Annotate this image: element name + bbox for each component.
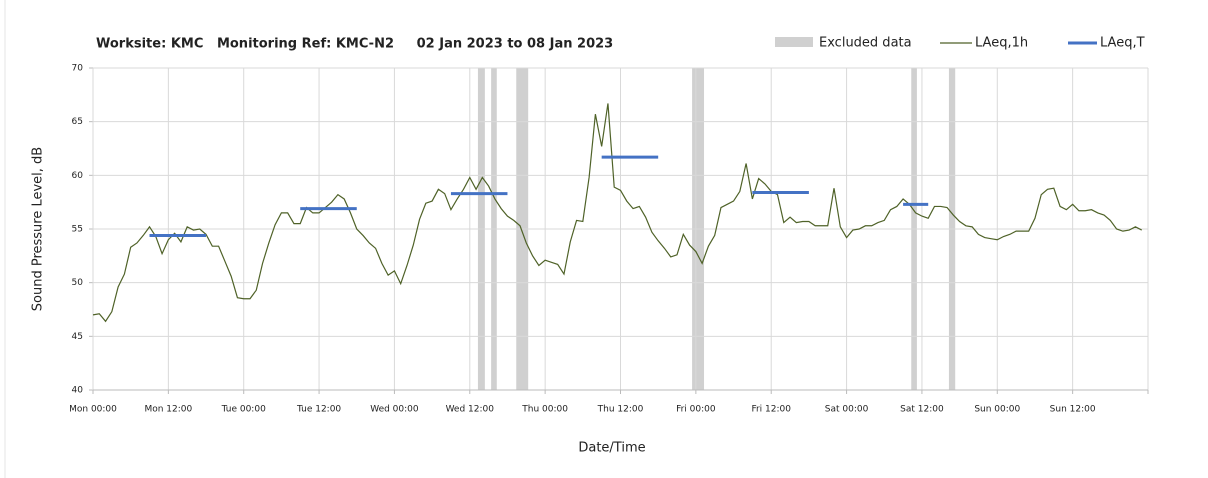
- chart-title: Worksite: KMC Monitoring Ref: KMC-N2 02 …: [96, 37, 613, 52]
- x-tick-label: Thu 12:00: [597, 405, 644, 415]
- x-tick-label: Sat 00:00: [825, 405, 869, 415]
- legend-swatch: [775, 37, 813, 47]
- legend-label: LAeq,T: [1100, 36, 1145, 51]
- x-tick-label: Wed 12:00: [446, 405, 495, 415]
- y-tick-label: 65: [72, 117, 83, 127]
- x-tick-label: Fri 12:00: [751, 405, 791, 415]
- y-tick-label: 55: [72, 225, 83, 235]
- y-tick-label: 50: [72, 278, 84, 288]
- y-tick-label: 45: [72, 332, 83, 342]
- y-tick-label: 60: [72, 171, 84, 181]
- y-tick-label: 40: [72, 386, 84, 396]
- x-tick-label: Thu 00:00: [521, 405, 568, 415]
- x-tick-label: Fri 00:00: [676, 405, 716, 415]
- x-tick-label: Sun 00:00: [974, 405, 1020, 415]
- x-axis-label: Date/Time: [578, 441, 645, 456]
- x-tick-label: Sun 12:00: [1050, 405, 1096, 415]
- legend-label: LAeq,1h: [975, 36, 1028, 51]
- y-axis-label: Sound Pressure Level, dB: [31, 147, 46, 311]
- legend-label: Excluded data: [819, 36, 912, 51]
- x-tick-label: Sat 12:00: [900, 405, 944, 415]
- x-tick-label: Mon 12:00: [144, 405, 192, 415]
- x-tick-label: Wed 00:00: [370, 405, 419, 415]
- x-tick-label: Mon 00:00: [69, 405, 117, 415]
- x-tick-label: Tue 00:00: [221, 405, 266, 415]
- line-series: [92, 103, 1142, 323]
- x-tick-label: Tue 12:00: [296, 405, 341, 415]
- y-tick-label: 70: [72, 64, 84, 74]
